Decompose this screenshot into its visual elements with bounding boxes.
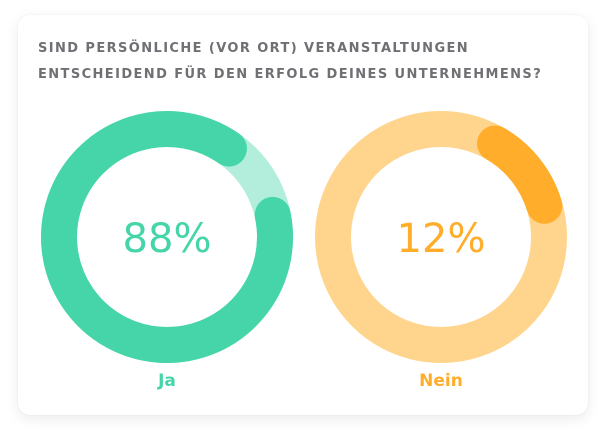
chart-title-line-2: ENTSCHEIDEND FÜR DEN ERFOLG DEINES UNTER… (38, 67, 543, 82)
donut-nein-label: Nein (419, 371, 463, 391)
donut-ja-percent: 88% (123, 216, 212, 262)
donut-nein-percent: 12% (397, 216, 486, 262)
donut-nein-track (315, 111, 567, 363)
chart-title: SIND PERSÖNLICHE (VOR ORT) VERANSTALTUNG… (38, 36, 578, 88)
donut-ja-arc (41, 111, 293, 363)
donut-ja-label: Ja (157, 371, 176, 391)
chart-title-line-1: SIND PERSÖNLICHE (VOR ORT) VERANSTALTUNG… (38, 41, 470, 56)
donut-nein-arc (477, 125, 563, 224)
donut-nein: 12% Nein (315, 111, 567, 391)
donut-ja: 88% Ja (41, 111, 293, 391)
